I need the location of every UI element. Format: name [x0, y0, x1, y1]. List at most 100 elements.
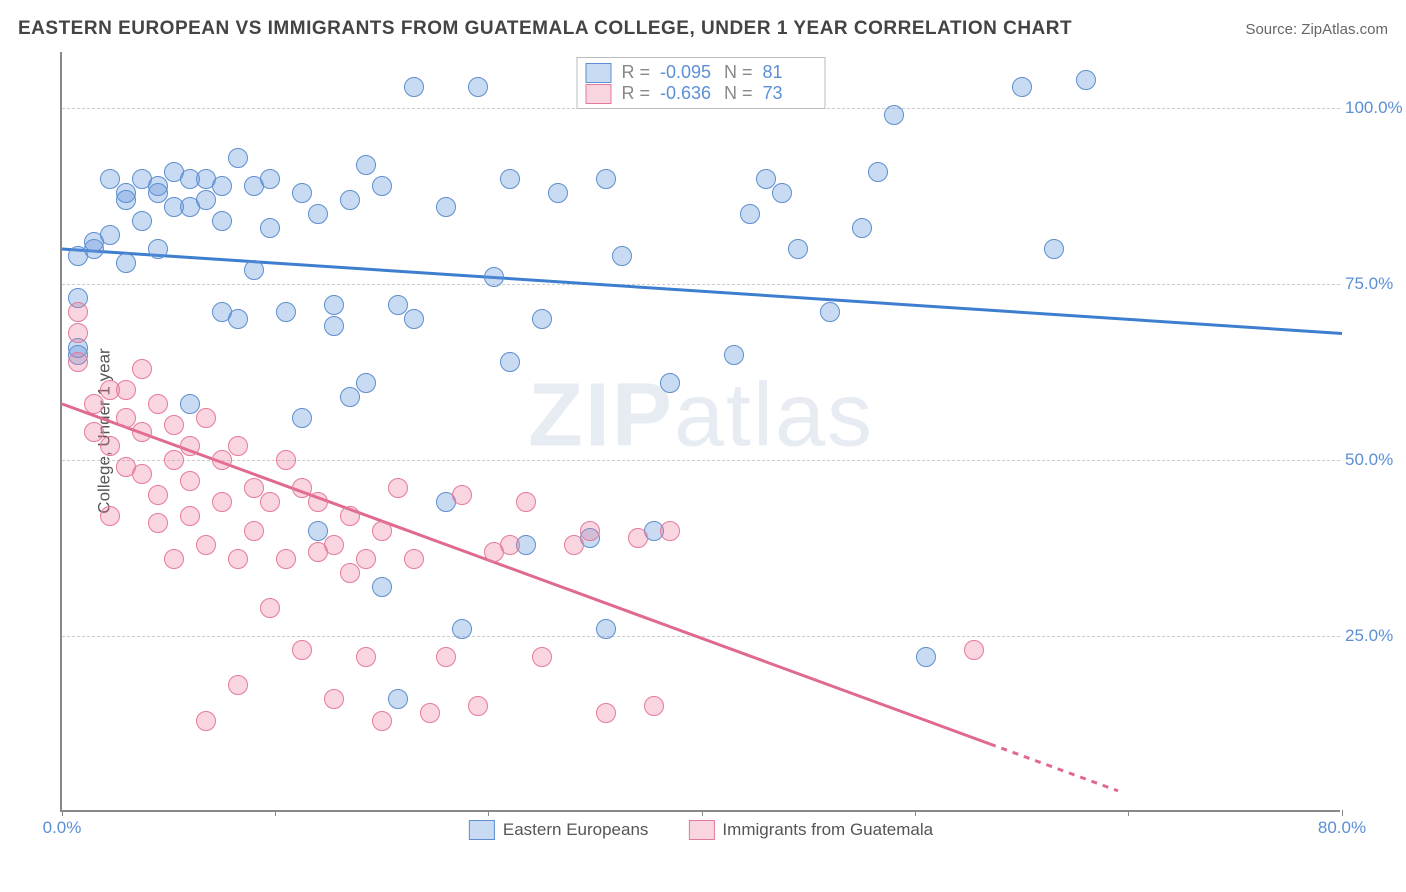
- data-point-series-2: [420, 703, 440, 723]
- data-point-series-2: [180, 436, 200, 456]
- y-tick-label: 75.0%: [1345, 274, 1400, 294]
- data-point-series-1: [356, 373, 376, 393]
- data-point-series-1: [1044, 239, 1064, 259]
- data-point-series-1: [452, 619, 472, 639]
- label-r: R =: [621, 83, 650, 104]
- data-point-series-1: [276, 302, 296, 322]
- data-point-series-2: [356, 647, 376, 667]
- data-point-series-2: [324, 689, 344, 709]
- data-point-series-2: [132, 422, 152, 442]
- data-point-series-2: [356, 549, 376, 569]
- data-point-series-2: [148, 513, 168, 533]
- data-point-series-2: [228, 436, 248, 456]
- data-point-series-1: [196, 190, 216, 210]
- data-point-series-1: [132, 211, 152, 231]
- data-point-series-1: [820, 302, 840, 322]
- data-point-series-1: [116, 190, 136, 210]
- data-point-series-2: [164, 450, 184, 470]
- data-point-series-1: [500, 352, 520, 372]
- y-tick-label: 25.0%: [1345, 626, 1400, 646]
- data-point-series-1: [212, 211, 232, 231]
- data-point-series-2: [276, 450, 296, 470]
- data-point-series-1: [788, 239, 808, 259]
- data-point-series-1: [324, 316, 344, 336]
- data-point-series-2: [68, 352, 88, 372]
- data-point-series-1: [228, 309, 248, 329]
- data-point-series-2: [132, 464, 152, 484]
- data-point-series-2: [388, 478, 408, 498]
- data-point-series-2: [276, 549, 296, 569]
- data-point-series-1: [436, 197, 456, 217]
- source-label: Source: ZipAtlas.com: [1245, 21, 1388, 38]
- data-point-series-1: [180, 394, 200, 414]
- data-point-series-2: [116, 408, 136, 428]
- data-point-series-1: [612, 246, 632, 266]
- data-point-series-1: [1012, 77, 1032, 97]
- data-point-series-2: [244, 478, 264, 498]
- data-point-series-2: [212, 450, 232, 470]
- data-point-series-2: [292, 478, 312, 498]
- label-n: N =: [724, 62, 753, 83]
- x-tick: [915, 810, 916, 816]
- data-point-series-2: [180, 506, 200, 526]
- data-point-series-2: [436, 647, 456, 667]
- data-point-series-1: [308, 204, 328, 224]
- data-point-series-1: [596, 619, 616, 639]
- data-point-series-1: [388, 295, 408, 315]
- x-tick-label: 0.0%: [43, 818, 82, 838]
- data-point-series-2: [532, 647, 552, 667]
- data-point-series-1: [228, 148, 248, 168]
- data-point-series-2: [260, 598, 280, 618]
- data-point-series-1: [404, 77, 424, 97]
- data-point-series-2: [100, 506, 120, 526]
- data-point-series-1: [260, 218, 280, 238]
- x-tick-label: 80.0%: [1318, 818, 1366, 838]
- data-point-series-2: [180, 471, 200, 491]
- data-point-series-2: [148, 485, 168, 505]
- data-point-series-2: [468, 696, 488, 716]
- data-point-series-2: [500, 535, 520, 555]
- data-point-series-1: [292, 408, 312, 428]
- swatch-series-1: [469, 820, 495, 840]
- data-point-series-2: [132, 359, 152, 379]
- x-tick: [62, 810, 63, 816]
- data-point-series-1: [308, 521, 328, 541]
- data-point-series-2: [100, 436, 120, 456]
- data-point-series-2: [580, 521, 600, 541]
- data-point-series-1: [548, 183, 568, 203]
- label-n: N =: [724, 83, 753, 104]
- data-point-series-2: [964, 640, 984, 660]
- trend-lines: [62, 52, 1342, 812]
- x-tick: [488, 810, 489, 816]
- x-tick: [1128, 810, 1129, 816]
- legend-series: Eastern Europeans Immigrants from Guatem…: [469, 820, 933, 840]
- data-point-series-2: [148, 394, 168, 414]
- data-point-series-1: [340, 190, 360, 210]
- data-point-series-2: [628, 528, 648, 548]
- data-point-series-2: [196, 408, 216, 428]
- data-point-series-2: [292, 640, 312, 660]
- data-point-series-2: [260, 492, 280, 512]
- data-point-series-1: [212, 176, 232, 196]
- data-point-series-1: [868, 162, 888, 182]
- chart-title: EASTERN EUROPEAN VS IMMIGRANTS FROM GUAT…: [18, 18, 1072, 40]
- data-point-series-1: [532, 309, 552, 329]
- x-tick: [702, 810, 703, 816]
- data-point-series-1: [116, 253, 136, 273]
- data-point-series-1: [356, 155, 376, 175]
- data-point-series-1: [100, 225, 120, 245]
- x-tick: [1342, 810, 1343, 816]
- data-point-series-2: [660, 521, 680, 541]
- data-point-series-2: [84, 422, 104, 442]
- data-point-series-1: [372, 176, 392, 196]
- swatch-series-1: [585, 63, 611, 83]
- data-point-series-2: [196, 535, 216, 555]
- data-point-series-1: [324, 295, 344, 315]
- swatch-series-2: [688, 820, 714, 840]
- data-point-series-2: [452, 485, 472, 505]
- data-point-series-2: [244, 521, 264, 541]
- data-point-series-1: [772, 183, 792, 203]
- legend-item-2: Immigrants from Guatemala: [688, 820, 933, 840]
- legend-correlation: R = -0.095 N = 81 R = -0.636 N = 73: [576, 57, 825, 109]
- data-point-series-2: [644, 696, 664, 716]
